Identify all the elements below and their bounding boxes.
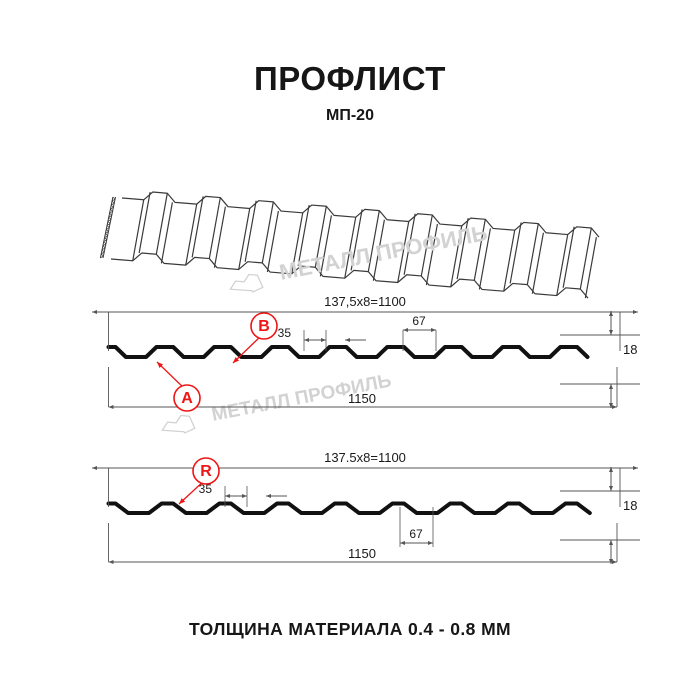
svg-text:B: B (258, 318, 270, 335)
svg-text:A: A (181, 390, 193, 407)
svg-text:35: 35 (278, 326, 292, 340)
svg-text:1150: 1150 (348, 546, 376, 561)
svg-text:18: 18 (623, 342, 637, 357)
svg-text:18: 18 (623, 498, 637, 513)
svg-text:67: 67 (412, 314, 426, 328)
svg-text:67: 67 (409, 527, 423, 541)
svg-text:1150: 1150 (348, 391, 376, 406)
svg-text:137.5x8=1100: 137.5x8=1100 (324, 450, 406, 465)
svg-text:137,5x8=1100: 137,5x8=1100 (324, 294, 406, 309)
svg-text:R: R (200, 463, 212, 480)
